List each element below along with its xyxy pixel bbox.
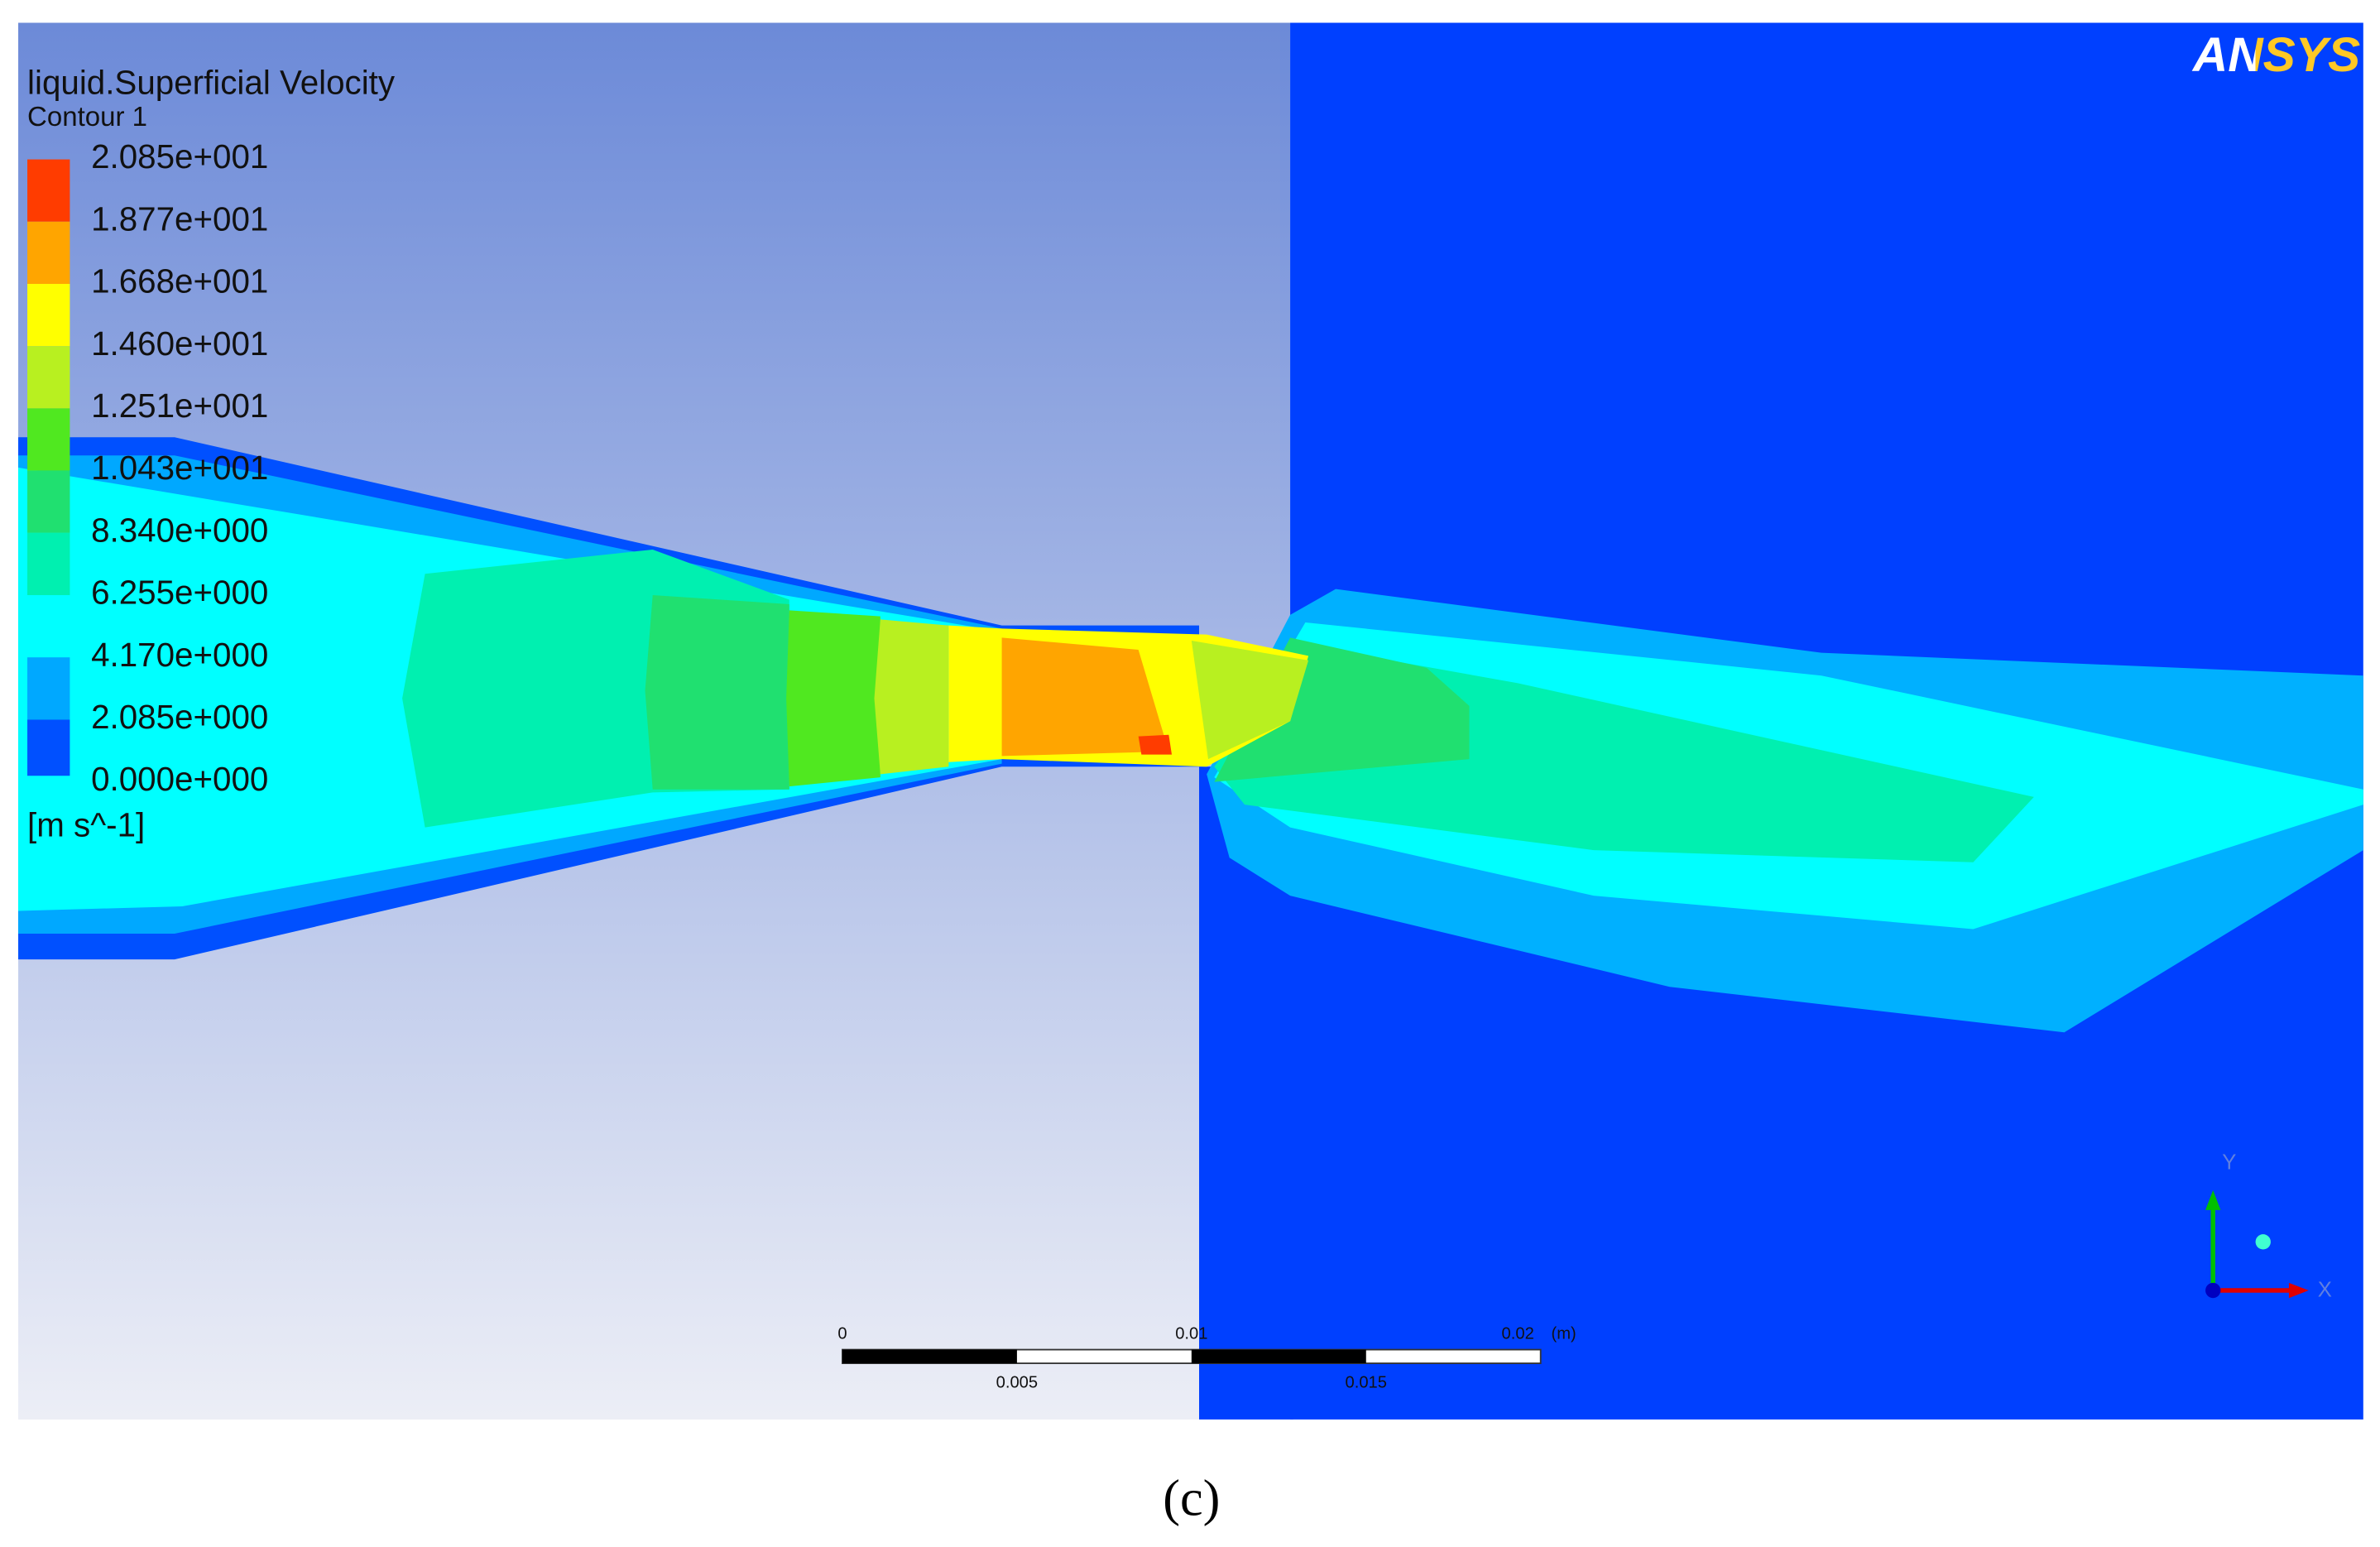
color-bar-band — [27, 283, 70, 347]
legend-level: 2.085e+000 — [91, 698, 268, 736]
scale-label: 0 — [837, 1325, 847, 1343]
color-bar-band — [27, 159, 70, 222]
scale-label: 0.01 — [1175, 1325, 1207, 1343]
scale-minor-label: 0.015 — [1346, 1373, 1387, 1391]
z-axis — [2205, 1282, 2221, 1299]
color-bar-band — [27, 470, 70, 533]
legend-level: 8.340e+000 — [91, 511, 268, 549]
y-axis-label: Y — [2222, 1151, 2236, 1174]
scale-bar: 0 0.01 0.02 (m) 0.005 0.015 — [837, 1325, 1576, 1392]
color-bar-band — [27, 657, 70, 720]
contour-band — [645, 594, 789, 790]
legend-labels: 2.085e+001 1.877e+001 1.668e+001 1.460e+001… — [91, 137, 268, 798]
scale-unit: (m) — [1552, 1325, 1576, 1343]
legend-level: 0.000e+000 — [91, 760, 268, 798]
x-axis-label: X — [2318, 1278, 2332, 1301]
legend-level: 1.460e+001 — [91, 324, 268, 363]
triad-dot — [2255, 1234, 2271, 1250]
legend-level: 1.668e+001 — [91, 262, 268, 300]
legend-level: 6.255e+000 — [91, 574, 268, 612]
contour-band — [1191, 641, 1309, 760]
x-arrow-head — [2288, 1282, 2309, 1299]
color-bar-band — [27, 532, 70, 595]
axis-triad: Y X — [2205, 1151, 2332, 1301]
color-bar — [27, 159, 70, 776]
legend-level: 1.043e+001 — [91, 449, 268, 487]
y-arrow-head — [2205, 1189, 2221, 1210]
caption: (c) — [1163, 1469, 1220, 1526]
legend-level: 1.877e+001 — [91, 199, 268, 238]
color-bar-band — [27, 346, 70, 409]
contour-band — [1001, 637, 1169, 757]
color-bar-band — [27, 408, 70, 471]
legend-level: 4.170e+000 — [91, 636, 268, 674]
color-bar-band — [27, 719, 70, 776]
legend-unit: [m s^-1] — [27, 805, 145, 843]
legend-title: liquid.Superficial Velocity — [27, 63, 396, 101]
scale-minor-label: 0.005 — [996, 1373, 1038, 1391]
contour-band — [874, 619, 949, 775]
scale-label: 0.02 — [1502, 1325, 1534, 1343]
color-bar-band — [27, 594, 70, 658]
legend-level: 2.085e+001 — [91, 137, 268, 175]
legend-subtitle: Contour 1 — [27, 101, 147, 132]
scale-bar-segment — [1191, 1349, 1366, 1364]
color-bar-band — [27, 221, 70, 284]
logo: ANSYS — [2191, 28, 2360, 82]
contour-band — [1138, 734, 1172, 755]
scale-bar-segment — [842, 1349, 1017, 1364]
contour-band — [786, 610, 881, 787]
legend-level: 1.251e+001 — [91, 387, 268, 425]
